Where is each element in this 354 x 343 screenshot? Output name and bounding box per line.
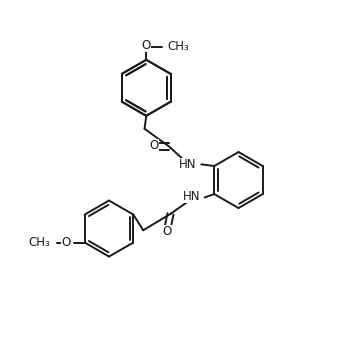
- Text: HN: HN: [179, 158, 196, 171]
- Text: CH₃: CH₃: [29, 236, 50, 249]
- Text: O: O: [142, 39, 151, 52]
- Text: O: O: [149, 139, 159, 152]
- Text: O: O: [62, 236, 71, 249]
- Text: O: O: [162, 225, 172, 238]
- Text: CH₃: CH₃: [168, 40, 189, 53]
- Text: HN: HN: [182, 190, 200, 203]
